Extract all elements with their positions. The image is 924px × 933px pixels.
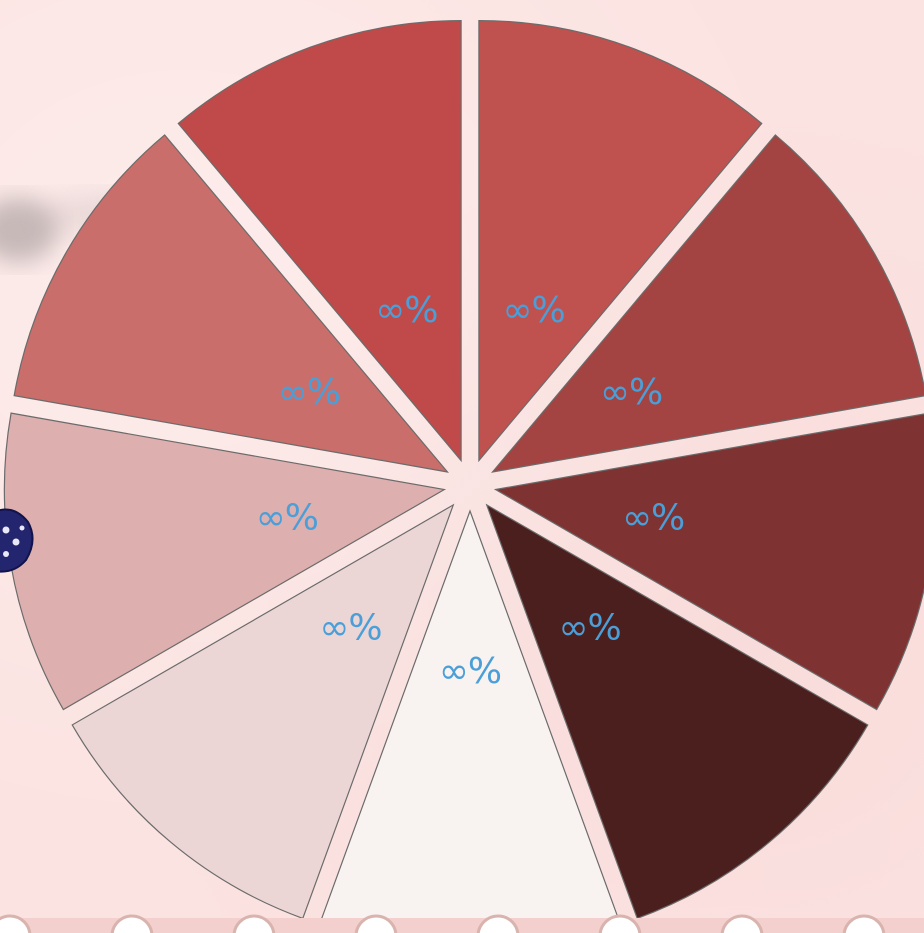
- pie-slice-6: [71, 503, 455, 920]
- pie-slice-1: [478, 19, 763, 463]
- pie-slice-2: [490, 134, 924, 473]
- bead-border: [0, 914, 924, 933]
- dice-icon: [0, 508, 34, 573]
- pie-slice-4: [485, 503, 869, 920]
- slice-label-2: ∞%: [600, 372, 662, 413]
- bead: [476, 914, 520, 933]
- bead: [232, 914, 276, 933]
- bead: [842, 914, 886, 933]
- slice-label-4: ∞%: [558, 607, 620, 648]
- slice-label-8: ∞%: [278, 372, 340, 413]
- slice-label-5: ∞%: [439, 651, 501, 692]
- pie-slice-9: [177, 19, 462, 463]
- bead: [110, 914, 154, 933]
- slice-label-6: ∞%: [319, 607, 381, 648]
- pie-labels: ∞% ∞% ∞% ∞% ∞% ∞% ∞% ∞% ∞%: [256, 290, 686, 692]
- bead: [720, 914, 764, 933]
- bead-band: [0, 918, 924, 933]
- pie-slice-5: [318, 509, 622, 933]
- bead: [354, 914, 398, 933]
- slice-label-9: ∞%: [375, 290, 437, 331]
- pie-slice-3: [493, 413, 924, 711]
- pie-slices: [3, 19, 924, 933]
- slice-label-1: ∞%: [503, 290, 565, 331]
- slice-label-3: ∞%: [622, 497, 684, 538]
- slice-label-7: ∞%: [256, 497, 318, 538]
- pie-slice-8: [13, 134, 450, 473]
- bead: [598, 914, 642, 933]
- bead: [0, 914, 32, 933]
